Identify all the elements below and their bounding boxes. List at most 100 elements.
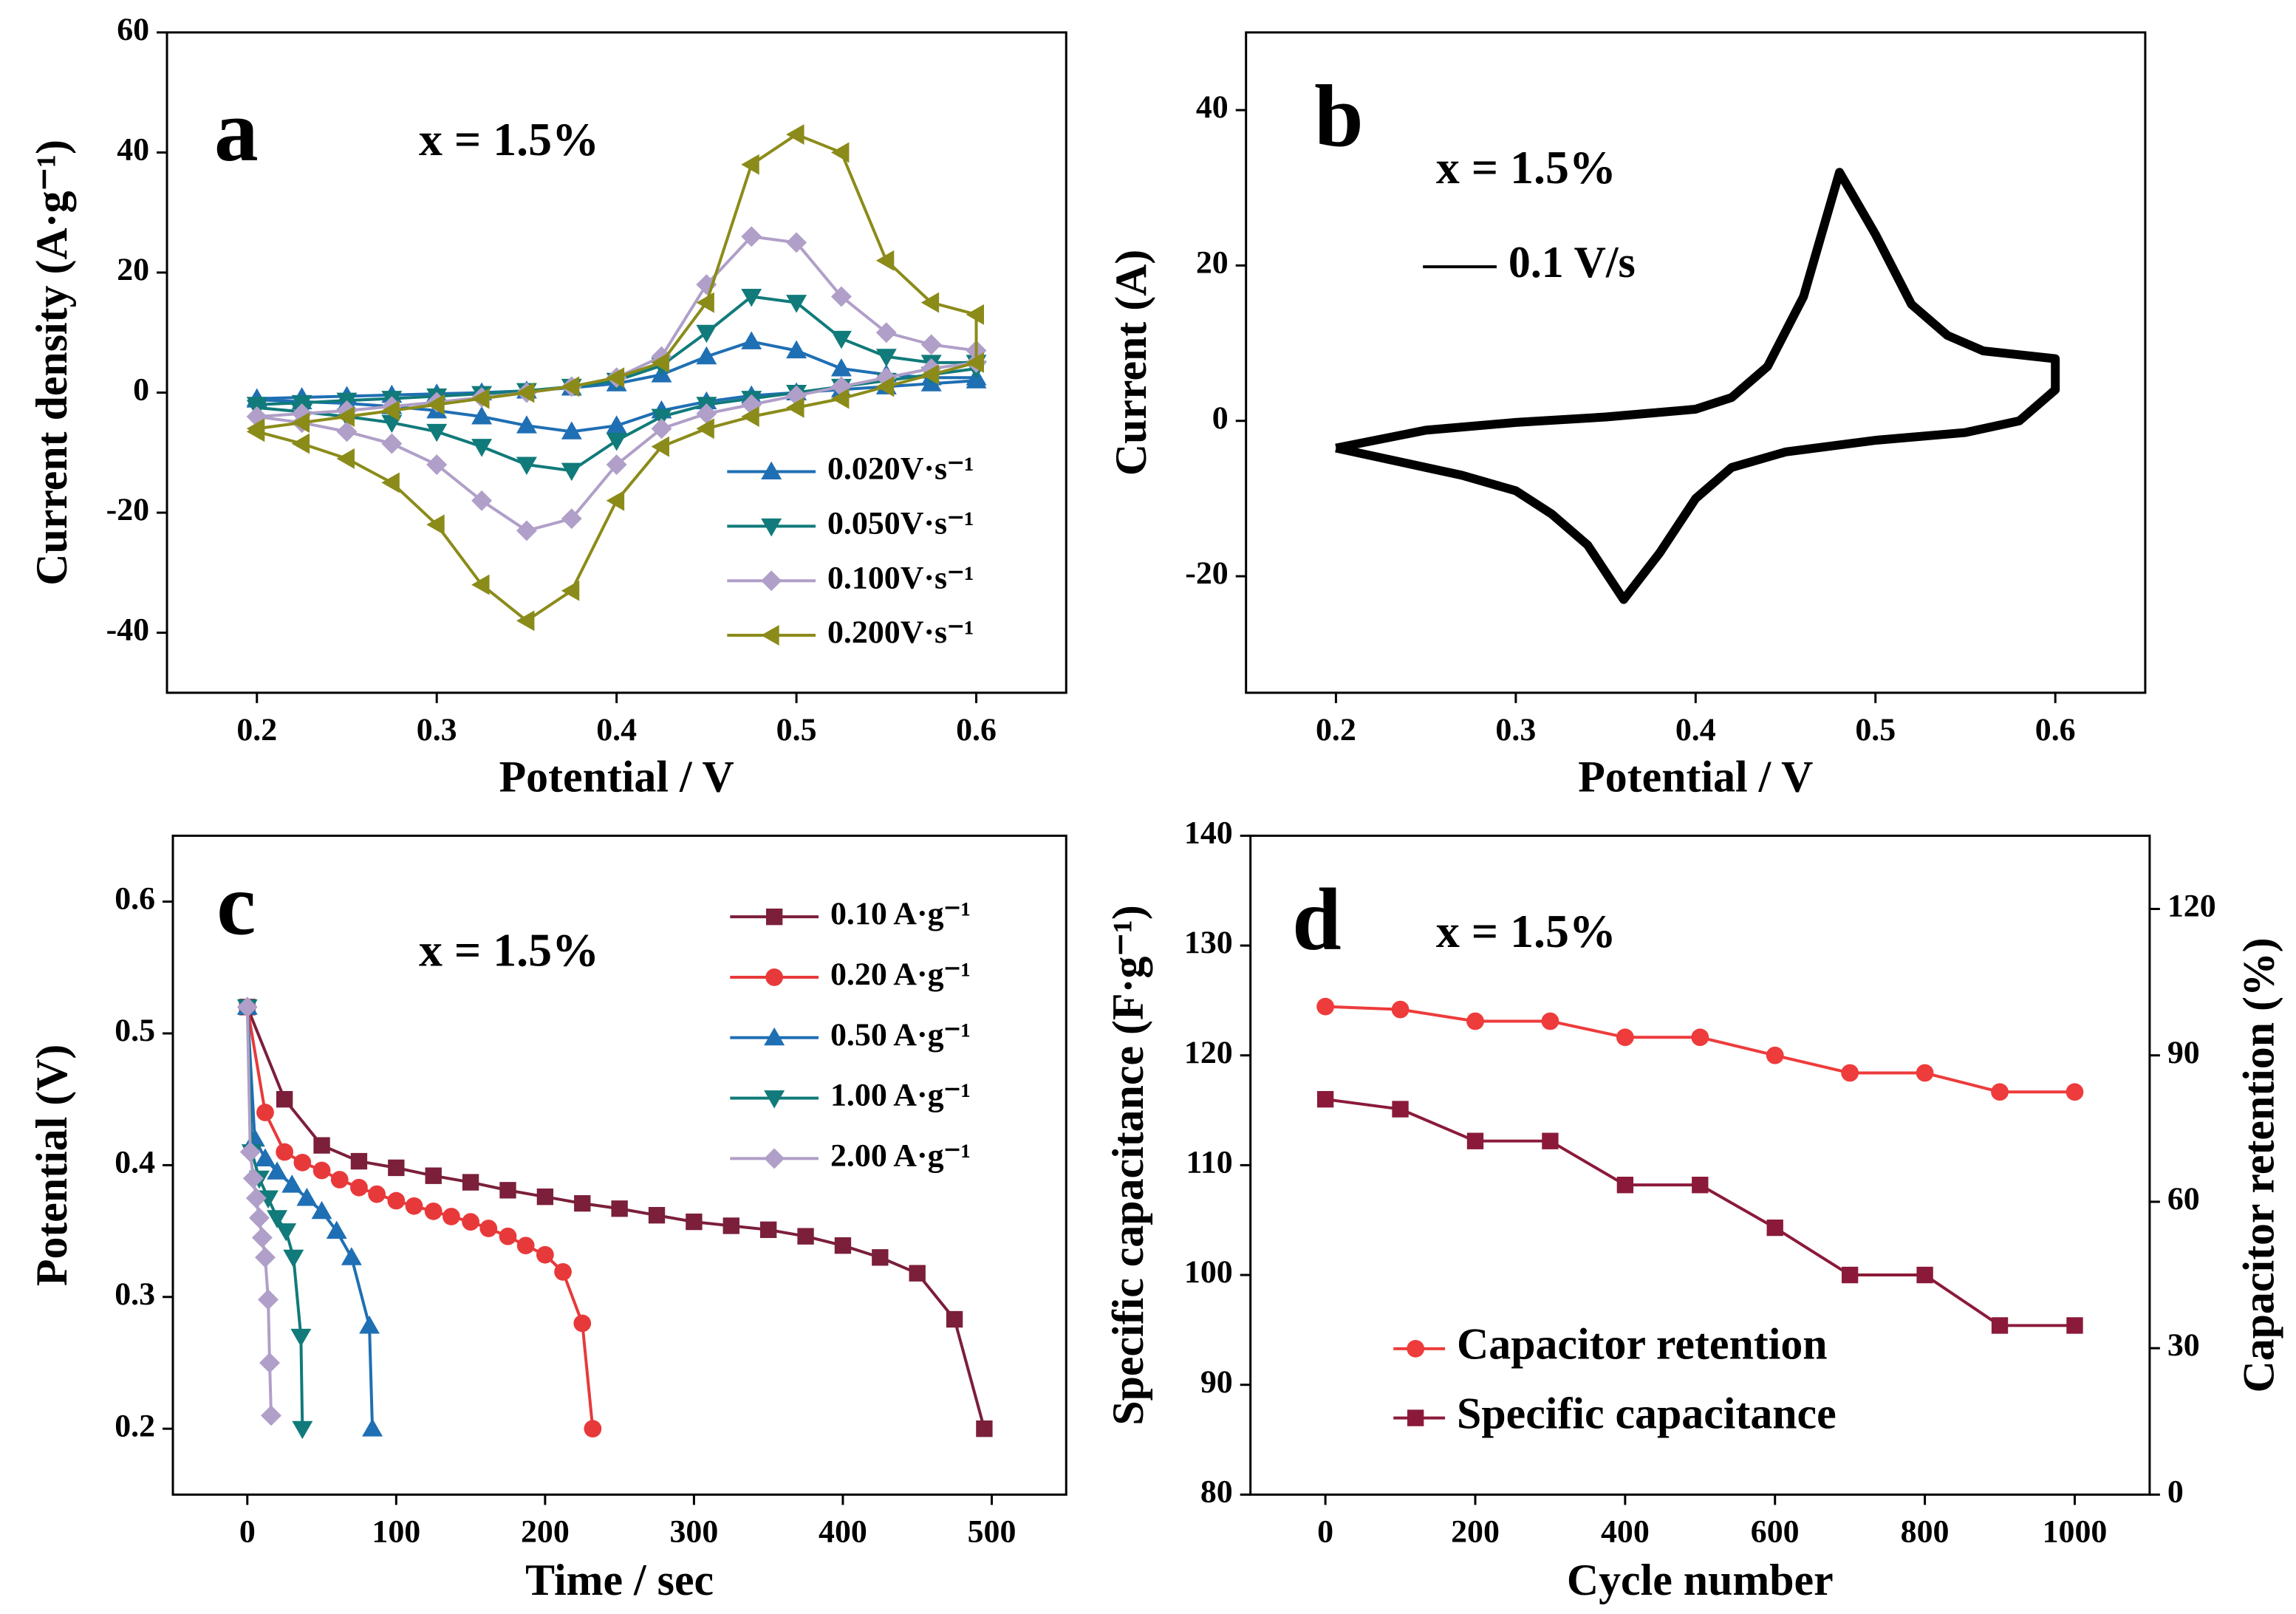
x-tick-label: 400 [1601, 1514, 1650, 1549]
y-tick-label: 0 [1212, 400, 1229, 436]
series-line [245, 1006, 986, 1429]
data-point [830, 358, 852, 377]
data-point [261, 1405, 282, 1426]
legend-label: 0.50 A·g⁻¹ [830, 1017, 971, 1053]
series-line [1325, 1098, 2075, 1327]
y-tick-label: 130 [1184, 925, 1233, 960]
y-axis-label: Current density (A·g⁻¹) [27, 140, 76, 586]
x-tick-label: 0.2 [236, 712, 277, 748]
data-point [350, 1152, 368, 1170]
annotation: x = 1.5% [1436, 141, 1616, 194]
data-point [1691, 1028, 1709, 1047]
data-point [471, 574, 490, 595]
data-point [516, 456, 537, 476]
data-point [296, 1188, 318, 1206]
legend-marker [1407, 1409, 1424, 1426]
data-point [1316, 1091, 1334, 1108]
data-point [2066, 1317, 2083, 1334]
data-point [267, 1210, 288, 1228]
data-point [471, 490, 493, 511]
series-line [245, 1007, 273, 1416]
data-point [561, 421, 582, 440]
y-tick-label: 110 [1186, 1144, 1232, 1180]
panel-label: a [214, 81, 259, 179]
data-point [830, 330, 852, 349]
data-point [760, 1221, 777, 1238]
data-point [946, 1310, 963, 1328]
data-point [267, 1161, 288, 1180]
legend-label: 0.020V·s⁻¹ [827, 451, 974, 487]
y-tick-label: 80 [1200, 1474, 1233, 1509]
data-point [909, 1265, 926, 1282]
y-tick-label: 0.2 [115, 1408, 155, 1443]
y-tick-label: 0.3 [115, 1276, 155, 1312]
data-point [359, 1316, 380, 1334]
x-tick-label: 1000 [2043, 1514, 2108, 1549]
series-line [1325, 1005, 2075, 1094]
series-line [256, 133, 978, 623]
data-point [741, 154, 759, 175]
y-tick-label: 140 [1184, 815, 1233, 850]
data-point [741, 406, 759, 427]
data-point [606, 433, 627, 451]
data-point [336, 406, 355, 427]
data-point [611, 1200, 628, 1217]
data-point [1692, 1176, 1709, 1194]
y-tick-label: -20 [106, 492, 150, 527]
data-point [1316, 997, 1334, 1016]
data-point [276, 1143, 294, 1161]
data-point [786, 295, 807, 313]
y-tick-label: 0.5 [115, 1013, 155, 1048]
data-point [966, 370, 987, 389]
x-tick-label: 0.3 [417, 712, 457, 748]
y-tick-label: 20 [117, 252, 149, 287]
data-point [236, 996, 258, 1018]
data-point [330, 1171, 349, 1189]
x-tick-label: 0.2 [1316, 712, 1356, 748]
data-point [516, 520, 537, 541]
data-point [425, 1167, 442, 1184]
data-point [245, 1188, 267, 1208]
data-point [696, 324, 717, 343]
data-point [536, 1245, 554, 1264]
data-point [387, 1191, 406, 1210]
x-tick-label: 0.6 [2035, 712, 2076, 748]
data-point [875, 376, 895, 397]
data-point [242, 1168, 264, 1189]
y-tick-label: -40 [106, 612, 150, 648]
x-tick-label: 400 [819, 1514, 867, 1549]
x-tick-label: 0.5 [776, 712, 817, 748]
data-point [516, 382, 535, 403]
y2-axis-label: Capacitor retention (%) [2234, 937, 2283, 1392]
y-tick-label: 120 [1184, 1035, 1233, 1070]
data-point [290, 1328, 312, 1347]
data-point [2066, 1083, 2084, 1101]
data-point [574, 1194, 591, 1212]
x-axis-label: Potential / V [1578, 752, 1813, 801]
data-point [976, 1420, 993, 1437]
data-point [336, 421, 358, 442]
legend-label: 2.00 A·g⁻¹ [830, 1138, 971, 1173]
data-point [696, 418, 714, 440]
data-point [381, 433, 403, 454]
data-point [516, 1237, 535, 1255]
y-tick-label: -20 [1185, 555, 1229, 591]
data-point [584, 1420, 602, 1438]
data-point [554, 1263, 572, 1281]
data-point [966, 352, 985, 373]
data-point [797, 1228, 814, 1245]
y-tick-label: 60 [117, 12, 149, 47]
x-axis-label: Potential / V [499, 752, 734, 801]
y-tick-label: 0.6 [115, 881, 155, 917]
x-tick-label: 0 [1317, 1514, 1333, 1549]
data-point [786, 232, 807, 253]
y2-tick-label: 0 [2167, 1474, 2184, 1509]
data-point [293, 1153, 312, 1172]
data-point [312, 1161, 331, 1180]
data-point [244, 1128, 265, 1147]
data-point [426, 514, 445, 536]
x-tick-label: 200 [1451, 1514, 1500, 1549]
x-tick-label: 200 [521, 1514, 570, 1549]
data-point [291, 433, 310, 454]
